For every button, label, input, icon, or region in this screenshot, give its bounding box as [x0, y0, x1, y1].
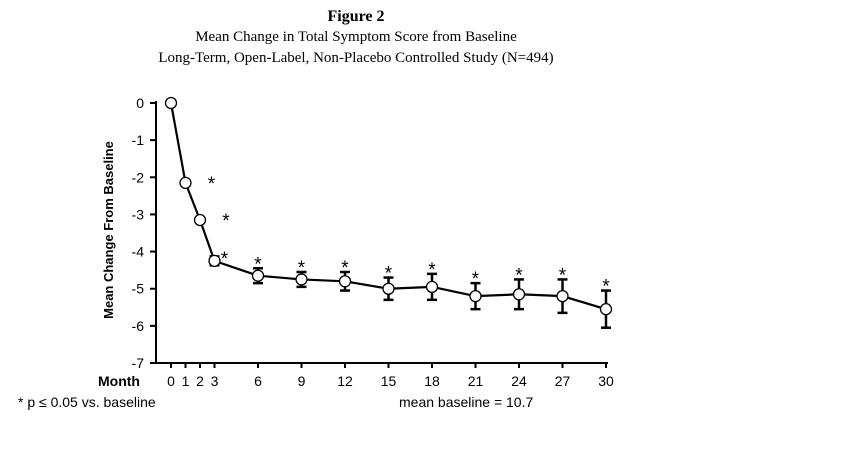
x-tick-label: 21: [468, 373, 484, 389]
figure-title-block: Figure 2 Mean Change in Total Symptom Sc…: [0, 6, 712, 69]
footnote: * p ≤ 0.05 vs. baseline: [18, 394, 156, 410]
significance-marker: *: [472, 269, 480, 290]
significance-marker: *: [602, 277, 610, 298]
x-tick-label: 12: [337, 373, 353, 389]
significance-marker: *: [208, 174, 216, 195]
y-tick-label: -2: [132, 169, 145, 185]
data-point: [208, 254, 221, 268]
data-point: [425, 280, 439, 294]
chart-series: [164, 96, 613, 329]
significance-marker: *: [221, 249, 229, 270]
significance-marker: *: [515, 265, 523, 286]
significance-marker: *: [385, 264, 393, 285]
data-point: [193, 213, 207, 227]
x-tick-label: 27: [555, 373, 571, 389]
x-tick-label: 24: [511, 373, 527, 389]
figure-label: Figure 2: [327, 8, 385, 25]
significance-marker: *: [341, 258, 349, 279]
data-point: [251, 269, 265, 282]
x-tick-label: 2: [196, 373, 204, 389]
significance-marker: *: [298, 258, 306, 279]
x-tick-label: 1: [182, 373, 190, 389]
significance-marker: *: [428, 260, 436, 281]
x-tick-label: 30: [598, 373, 614, 389]
y-tick-label: -3: [132, 206, 145, 222]
chart-axes: [150, 101, 608, 368]
data-point: [469, 289, 482, 303]
x-tick-label: 9: [298, 373, 306, 389]
data-point: [556, 289, 569, 303]
x-tick-label: 6: [254, 373, 262, 389]
data-point: [338, 275, 352, 288]
y-axis-label: Mean Change From Baseline: [101, 141, 116, 319]
data-point: [599, 302, 613, 316]
data-point: [179, 176, 192, 190]
data-point: [164, 96, 178, 110]
significance-marker: *: [222, 211, 230, 232]
chart-title: Mean Change in Total Symptom Score from …: [195, 29, 517, 45]
x-axis-label: Month: [98, 373, 140, 389]
data-point: [382, 282, 395, 295]
x-tick-label: 18: [424, 373, 440, 389]
y-tick-label: -1: [132, 132, 145, 148]
significance-marker: *: [559, 265, 567, 286]
x-tick-label: 3: [211, 373, 219, 389]
data-point: [295, 273, 308, 286]
y-tick-label: -5: [132, 281, 145, 297]
chart-subtitle: Long-Term, Open-Label, Non-Placebo Contr…: [158, 50, 554, 66]
significance-marker: *: [254, 254, 262, 275]
y-tick-label: -6: [132, 318, 145, 334]
chart-labels: 0-1-2-3-4-5-6-70 1 2 3 6 9 12 15 18 21 24 27 30Month…: [18, 95, 614, 410]
y-tick-label: -7: [132, 355, 145, 371]
data-point: [512, 288, 526, 301]
x-tick-label: 15: [381, 373, 397, 389]
y-tick-label: -4: [132, 244, 145, 260]
y-tick-label: 0: [136, 95, 144, 111]
x-tick-label: 0: [167, 373, 175, 389]
baseline-annotation: mean baseline = 10.7: [399, 394, 533, 410]
